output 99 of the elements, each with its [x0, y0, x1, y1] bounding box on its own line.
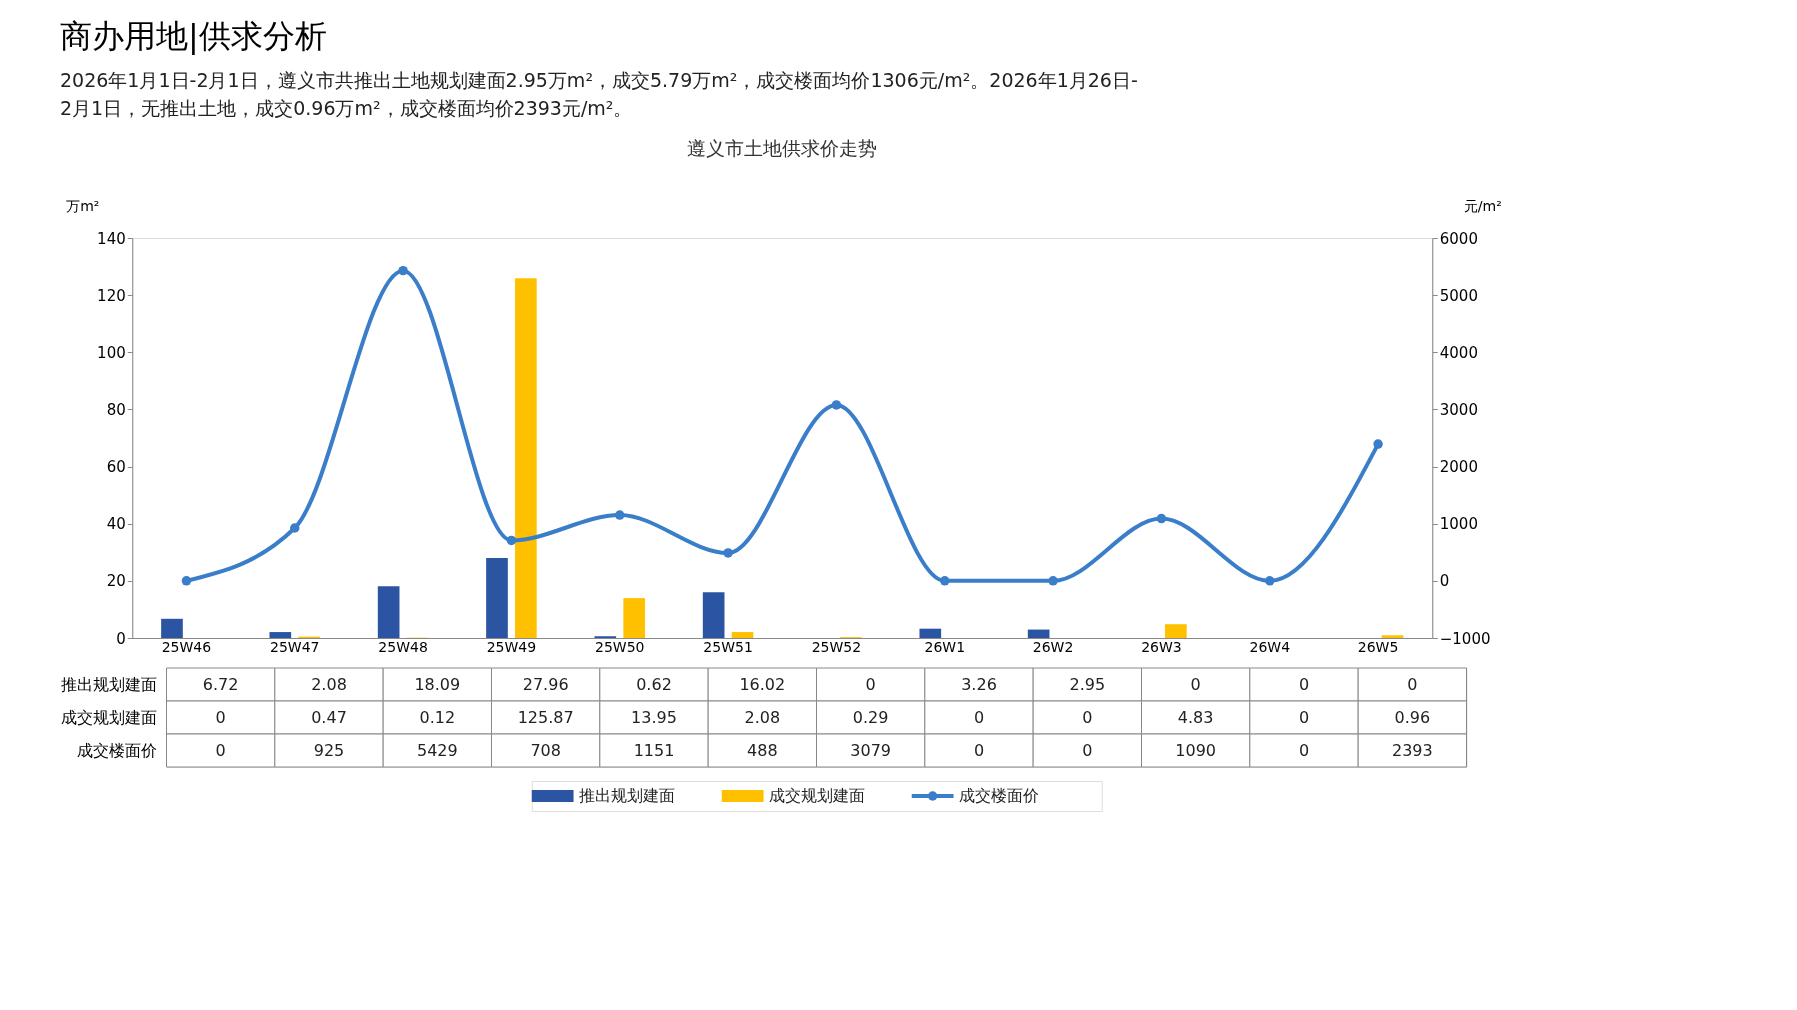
x-tick-label: 26W1 [924, 638, 966, 655]
text: 遵义市土地供求价走势 [687, 137, 878, 159]
point [506, 535, 517, 546]
bar [623, 598, 646, 638]
data-label: 2.08 [744, 707, 781, 727]
text: 推出规划建面 [61, 674, 157, 694]
data-label: 3079 [850, 740, 892, 760]
bar [377, 586, 400, 638]
x-tick-label: 25W49 [486, 638, 537, 655]
data-label: 1090 [1175, 740, 1217, 760]
x-tick-label: 25W48 [378, 638, 428, 655]
bar [161, 618, 183, 638]
data-label: 0 [1298, 707, 1310, 727]
data-label: 0 [215, 707, 226, 727]
point [290, 523, 300, 533]
x-tick-label: 25W47 [270, 638, 320, 655]
point [940, 576, 950, 586]
legend-label: 成交规划建面 [769, 786, 866, 805]
data-label: 0 [1082, 707, 1093, 727]
data-label: 0 [1190, 674, 1201, 694]
x-tick-label: 26W4 [1249, 638, 1291, 655]
point [723, 548, 733, 558]
data-label: 18.09 [414, 674, 461, 694]
bar [731, 632, 754, 638]
data-label: 5429 [416, 740, 458, 760]
data-label: 0 [1298, 674, 1310, 694]
text: 成交楼面价 [77, 740, 157, 760]
bar [269, 632, 292, 638]
data-label: 0.96 [1394, 707, 1431, 727]
y-tick-label: 140 [97, 229, 126, 248]
data-label: 1151 [633, 740, 675, 760]
point [1265, 576, 1275, 586]
point [615, 510, 625, 520]
point [831, 400, 842, 410]
bar [1381, 635, 1404, 638]
bar [1165, 624, 1187, 638]
x-tick-label: 26W2 [1032, 638, 1074, 655]
data-label: 0 [865, 674, 876, 694]
text: 成交规划建面 [61, 707, 157, 727]
legend-label: 成交楼面价 [959, 786, 1040, 805]
data-label: 0 [1407, 674, 1418, 694]
y-tick-label: 60 [106, 458, 126, 477]
bar [1027, 629, 1050, 638]
x-tick-label: 26W5 [1357, 638, 1399, 655]
data-label: 0 [973, 707, 985, 727]
data-label: 0 [973, 740, 985, 760]
y2-axis-title: 元/m² [1463, 197, 1502, 214]
y2-tick-label: 1000 [1439, 515, 1478, 534]
bar [486, 558, 508, 638]
bar [919, 628, 942, 638]
data-label: 0.47 [311, 707, 347, 727]
data-label: 3.26 [961, 674, 997, 694]
data-label: 4.83 [1177, 707, 1214, 727]
bar [702, 592, 725, 638]
data-label: 0.12 [419, 707, 456, 727]
legend-label: 推出规划建面 [579, 786, 676, 805]
y-axis-title: 万m² [66, 197, 100, 214]
chart-subtitle: 2026年1月1日-2月1日，遵义市共推出土地规划建面2.95万m²，成交5.79万m²，成交楼面均价1306元/m²。2026年1月26日-2月1日，无推出土地，成交0.96万m²，成交楼面均价2393元/m²。 [60, 68, 1138, 119]
y2-tick-label: 0 [1439, 572, 1450, 591]
point [1156, 513, 1167, 524]
y2-tick-label: 5000 [1439, 286, 1478, 305]
y-tick-label: 120 [97, 286, 126, 305]
x-tick-label: 25W51 [703, 638, 753, 655]
data-label: 0 [1082, 740, 1093, 760]
bar [515, 278, 537, 638]
x-tick-label: 25W50 [595, 638, 645, 655]
y-tick-label: 100 [97, 343, 126, 362]
y-tick-label: 0 [116, 629, 126, 648]
data-label: 708 [530, 740, 561, 760]
y2-tick-label: 4000 [1439, 343, 1478, 362]
data-label: 0 [1298, 740, 1310, 760]
y-tick-label: 20 [106, 572, 126, 591]
x-tick-label: 26W3 [1141, 638, 1182, 655]
y2-tick-label: 3000 [1439, 400, 1478, 419]
point [181, 576, 192, 586]
data-label: 0.29 [852, 707, 889, 727]
chart-title: 商办用地|供求分析 [60, 16, 327, 55]
data-label: 27.96 [522, 674, 569, 694]
y2-tick-label: −1000 [1439, 629, 1491, 648]
y-tick-label: 80 [106, 400, 126, 419]
x-tick-label: 25W52 [811, 638, 862, 655]
y2-tick-label: 2000 [1439, 458, 1478, 477]
data-label: 0 [215, 740, 226, 760]
point [1373, 439, 1383, 449]
data-label: 925 [313, 740, 345, 760]
data-label: 16.02 [739, 674, 786, 694]
y2-tick-label: 6000 [1439, 229, 1478, 248]
data-label: 13.95 [631, 707, 677, 727]
data-label: 0.62 [636, 674, 672, 694]
data-label: 6.72 [202, 674, 239, 694]
point [1048, 576, 1058, 586]
data-label: 2.08 [311, 674, 347, 694]
data-label: 2393 [1391, 740, 1433, 760]
data-label: 488 [747, 740, 778, 760]
data-label: 2.95 [1069, 674, 1106, 694]
data-label: 125.87 [517, 707, 574, 727]
point [398, 265, 408, 276]
x-tick-label: 25W46 [161, 638, 212, 655]
y-tick-label: 40 [106, 515, 126, 534]
